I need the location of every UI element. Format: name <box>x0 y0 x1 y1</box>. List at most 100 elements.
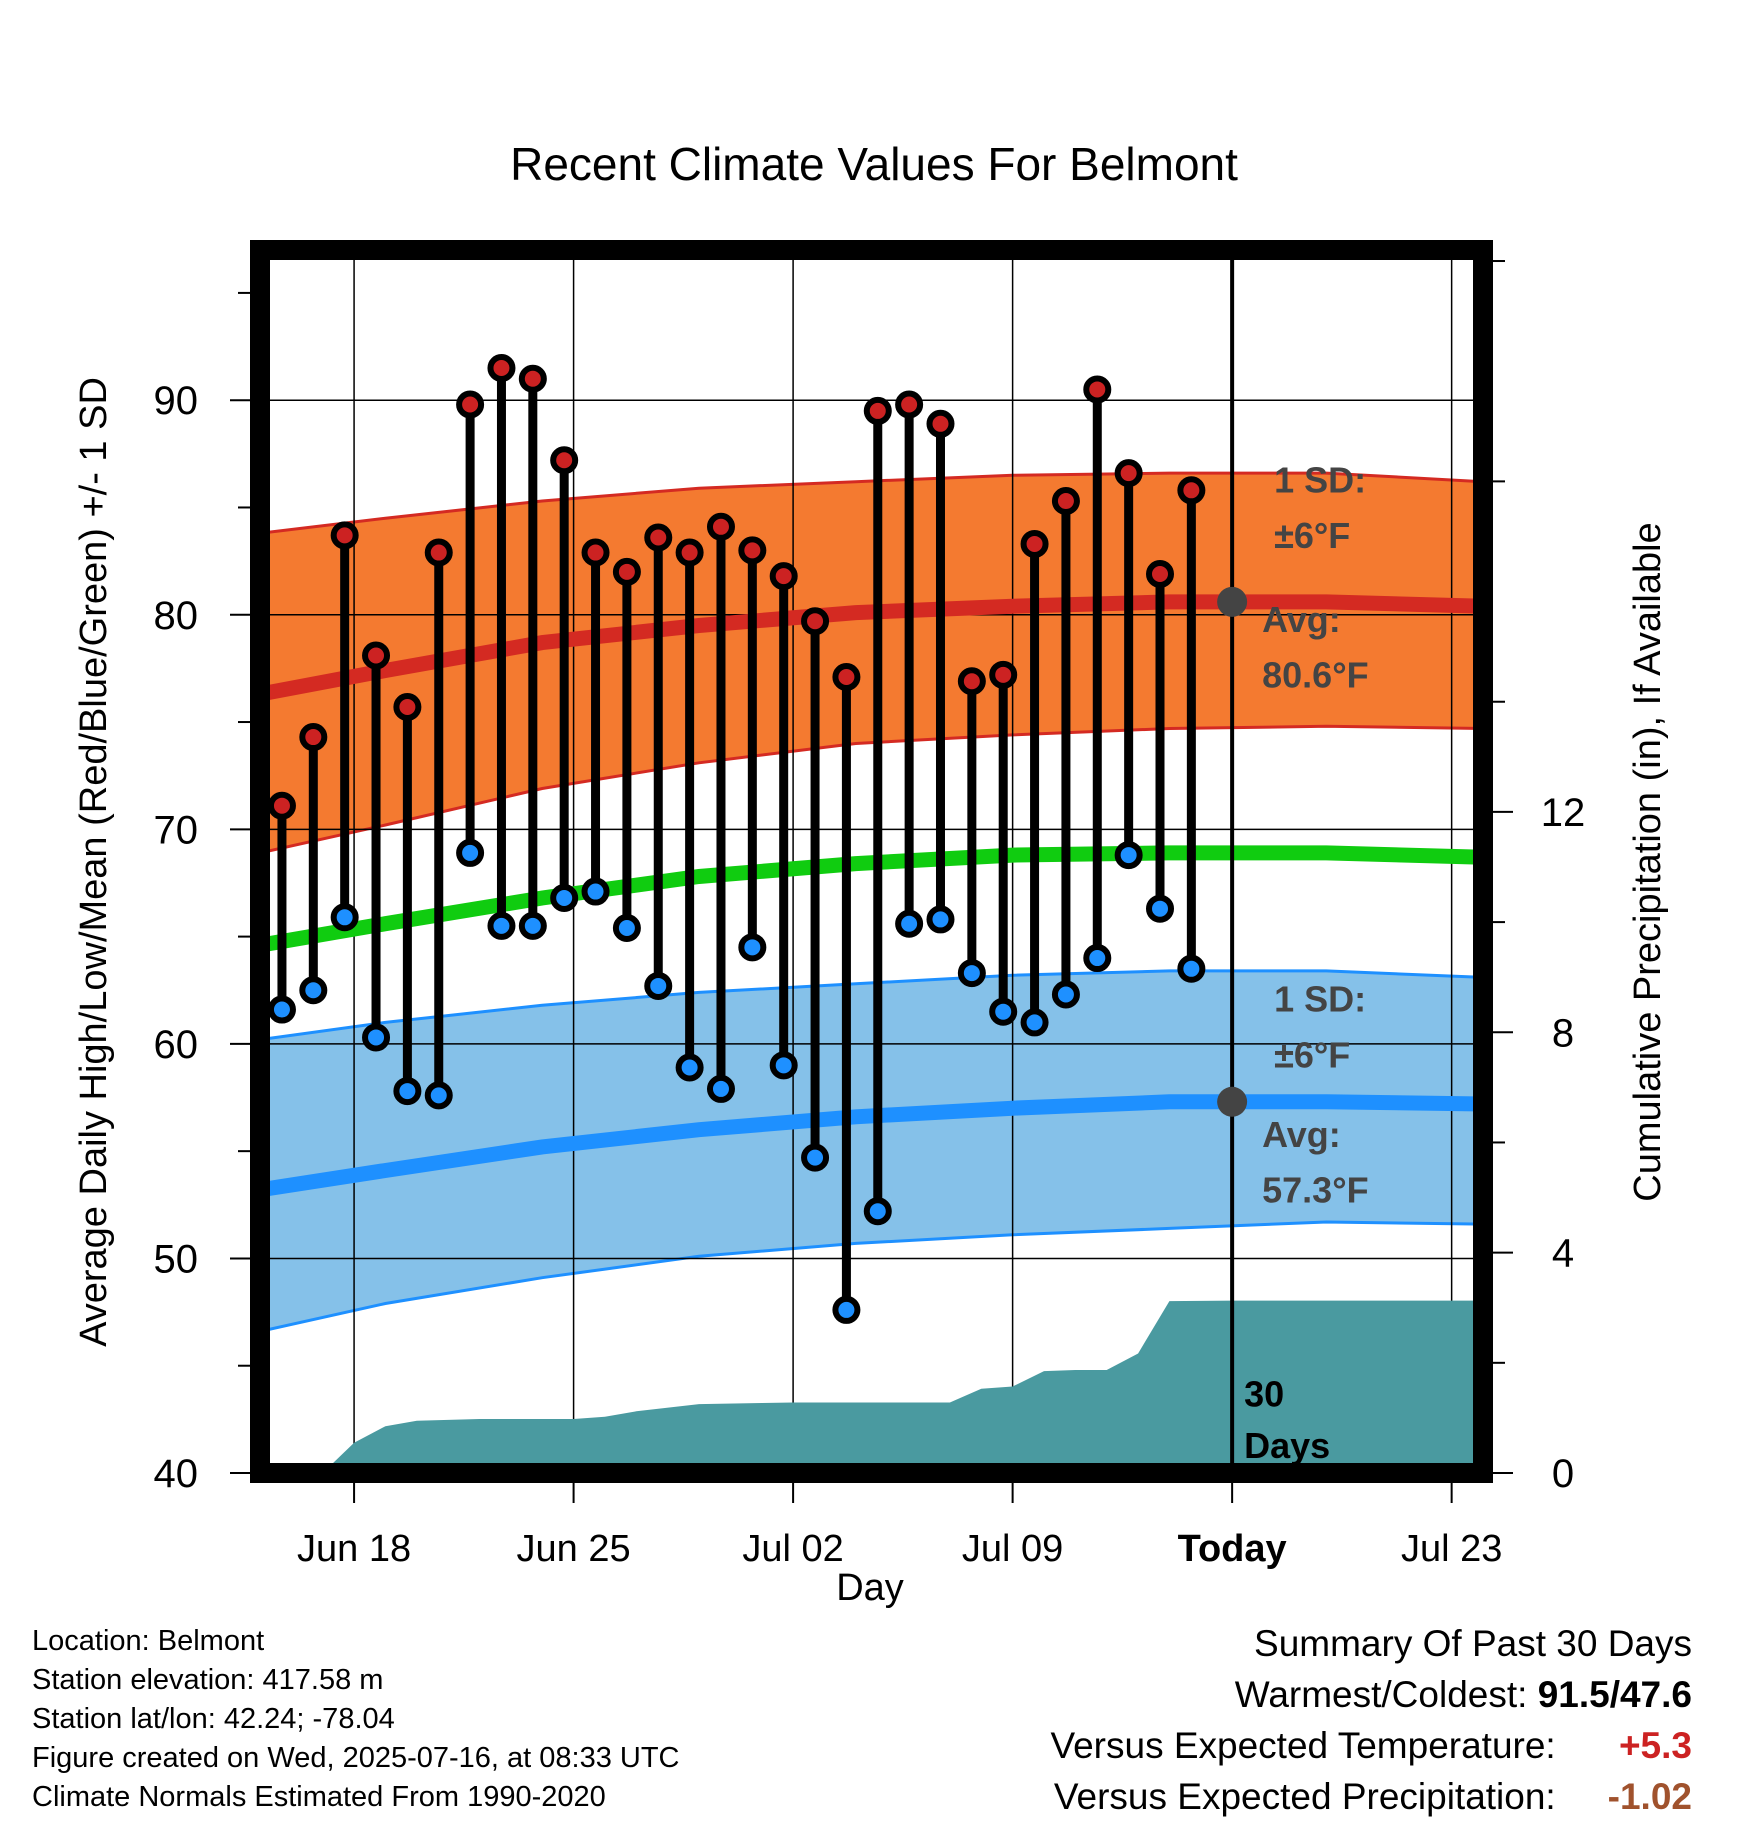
high-point <box>518 364 547 393</box>
y-tick-label: 50 <box>154 1237 199 1281</box>
high-point <box>362 641 391 670</box>
low-sd-label: 1 SD: <box>1274 979 1366 1020</box>
normals-text: Climate Normals Estimated From 1990-2020 <box>32 1781 606 1813</box>
low-point <box>330 903 359 932</box>
created-text: Figure created on Wed, 2025-07-16, at 08… <box>32 1742 680 1774</box>
precip-area <box>260 1300 1483 1473</box>
low-point <box>362 1023 391 1052</box>
low-point <box>989 997 1018 1026</box>
y-tick-label: 40 <box>154 1452 199 1496</box>
low-point <box>769 1051 798 1080</box>
low-point <box>706 1074 735 1103</box>
climate-chart: Recent Climate Values For Belmont 1 SD: ±… <box>73 138 1669 1609</box>
latlon-text: Station lat/lon: 42.24; -78.04 <box>32 1703 395 1735</box>
low-point <box>926 905 955 934</box>
high-point <box>550 446 579 475</box>
y-tick-label: 80 <box>154 594 199 638</box>
temp-departure-value: +5.3 <box>1618 1725 1692 1766</box>
high-point <box>957 667 986 696</box>
low-point <box>832 1295 861 1324</box>
low-point <box>299 976 328 1005</box>
y-tick-label: 60 <box>154 1023 199 1067</box>
high-point <box>989 660 1018 689</box>
x-tick-label: Today <box>1178 1528 1287 1570</box>
temp-departure-row: Versus Expected Temperature: +5.3 <box>1050 1720 1692 1771</box>
precip-departure-row: Versus Expected Precipitation: -1.02 <box>1050 1771 1692 1822</box>
x-tick-label: Jul 09 <box>962 1528 1063 1570</box>
low-point <box>550 883 579 912</box>
high-point <box>424 538 453 567</box>
station-info: Location: Belmont Station elevation: 417… <box>32 1622 680 1817</box>
high-sd-band-upper-edge <box>260 471 1483 535</box>
high-point <box>675 538 704 567</box>
high-point <box>801 607 830 636</box>
low-point <box>1083 944 1112 973</box>
low-point <box>1177 954 1206 983</box>
high-point <box>738 536 767 565</box>
low-sd-band-lower-edge <box>260 1220 1483 1333</box>
high-point <box>832 662 861 691</box>
low-point <box>1020 1008 1049 1037</box>
warmest-coldest-label: Warmest/Coldest: <box>1234 1674 1528 1715</box>
x-tick-label: Jul 02 <box>742 1528 843 1570</box>
low-point <box>957 959 986 988</box>
high-point <box>769 562 798 591</box>
high-point <box>267 791 296 820</box>
low-point <box>801 1143 830 1172</box>
y2-axis-label: Cumulative Precipitation (in), If Availa… <box>1627 522 1669 1201</box>
y2-tick-label: 8 <box>1552 1011 1574 1055</box>
low-point <box>1146 894 1175 923</box>
low-point <box>1114 841 1143 870</box>
normal-low-line <box>260 1094 1483 1198</box>
low-sd-band <box>260 970 1483 1332</box>
high-point <box>706 512 735 541</box>
y2-tick-label: 0 <box>1552 1452 1574 1496</box>
low-point <box>267 995 296 1024</box>
high-point <box>1051 487 1080 516</box>
low-point <box>518 911 547 940</box>
x-tick-label: Jun 25 <box>517 1528 631 1570</box>
high-sd-value: ±6°F <box>1274 515 1350 556</box>
today-low-avg-point <box>1217 1086 1248 1117</box>
low-point <box>675 1053 704 1082</box>
low-point <box>863 1197 892 1226</box>
x-axis-label: Day <box>836 1567 904 1609</box>
precip-departure-label: Versus Expected Precipitation: <box>1053 1776 1556 1817</box>
y-axis-label: Average Daily High/Low/Mean (Red/Blue/Gr… <box>73 377 115 1347</box>
high-point <box>581 538 610 567</box>
low-point <box>644 971 673 1000</box>
high-point <box>863 396 892 425</box>
low-point <box>393 1077 422 1106</box>
warmest-coldest-row: Warmest/Coldest: 91.5/47.6 <box>1050 1669 1692 1720</box>
x-tick-label: Jun 18 <box>297 1528 411 1570</box>
today-high-avg-point <box>1217 586 1248 617</box>
chart-title: Recent Climate Values For Belmont <box>510 138 1238 190</box>
low-point <box>487 911 516 940</box>
high-point <box>487 354 516 383</box>
low-sd-value: ±6°F <box>1274 1034 1350 1075</box>
y2-tick-label: 12 <box>1541 791 1586 835</box>
high-point <box>1020 529 1049 558</box>
low-point <box>612 914 641 943</box>
days-number: 30 <box>1244 1373 1284 1414</box>
low-point <box>738 933 767 962</box>
low-point <box>1051 980 1080 1009</box>
high-point <box>456 390 485 419</box>
precip-departure-value: -1.02 <box>1607 1776 1692 1817</box>
plot-frame <box>250 240 1493 1483</box>
high-point <box>330 521 359 550</box>
high-point <box>644 523 673 552</box>
high-avg-value: 80.6°F <box>1262 655 1368 696</box>
low-point <box>424 1081 453 1110</box>
high-avg-label: Avg: <box>1262 599 1341 640</box>
y-tick-label: 70 <box>154 808 199 852</box>
normal-mean-line <box>260 845 1483 953</box>
low-point <box>895 909 924 938</box>
warmest-coldest-value: 91.5/47.6 <box>1537 1674 1692 1715</box>
y2-tick-label: 4 <box>1552 1232 1574 1276</box>
low-avg-value: 57.3°F <box>1262 1170 1368 1211</box>
summary-title: Summary Of Past 30 Days <box>1254 1623 1692 1664</box>
low-point <box>456 838 485 867</box>
temp-departure-label: Versus Expected Temperature: <box>1050 1725 1556 1766</box>
y-tick-label: 90 <box>154 379 199 423</box>
